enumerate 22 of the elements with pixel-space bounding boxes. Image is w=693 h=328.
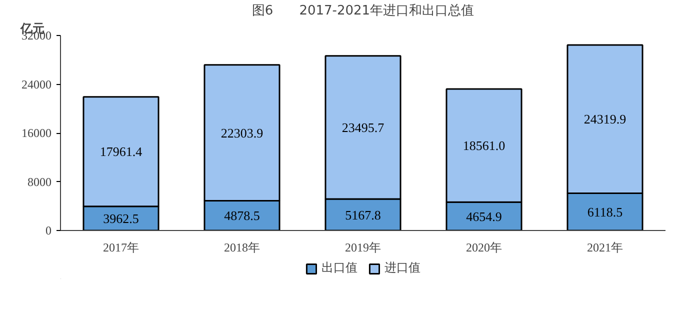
data-label: 18561.0 (462, 138, 506, 154)
data-label: 6118.5 (587, 204, 623, 220)
data-label: 4654.9 (466, 208, 502, 224)
data-label: 5167.8 (345, 207, 381, 222)
legend-label: 出口值 (322, 260, 358, 276)
data-label: 4878.5 (224, 208, 260, 224)
data-label: 23495.7 (342, 120, 385, 135)
data-label: 3962.5 (103, 210, 139, 226)
x-tick-label: 2017年 (103, 240, 139, 254)
legend-label: 进口值 (384, 260, 420, 276)
chart-title: 图6 2017-2021年进口和出口总值 (252, 4, 474, 18)
data-label: 17961.4 (100, 144, 143, 160)
x-tick-label: 2020年 (466, 240, 502, 254)
y-tick-label: 16000 (22, 126, 52, 140)
x-tick-label: 2018年 (224, 240, 260, 254)
x-tick-label: 2019年 (345, 240, 381, 254)
x-tick-label: 2021年 (587, 240, 623, 254)
y-tick-label: 8000 (28, 174, 52, 189)
data-label: 24319.9 (584, 112, 626, 127)
y-tick-label: 0 (46, 224, 52, 238)
data-label: 22303.9 (220, 125, 264, 140)
y-tick-label: 24000 (22, 77, 52, 92)
